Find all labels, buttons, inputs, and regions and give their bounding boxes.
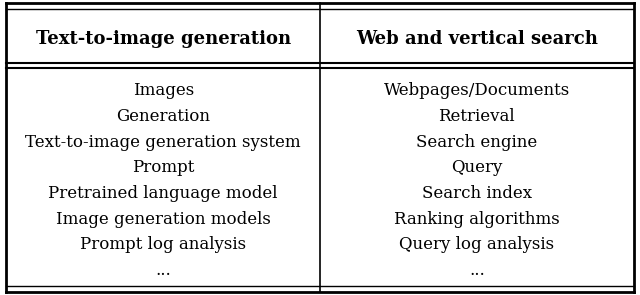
- Text: Prompt: Prompt: [132, 159, 195, 176]
- Text: Ranking algorithms: Ranking algorithms: [394, 211, 559, 228]
- Text: ...: ...: [156, 262, 171, 279]
- Text: Image generation models: Image generation models: [56, 211, 271, 228]
- Text: Query log analysis: Query log analysis: [399, 236, 554, 253]
- Text: Images: Images: [132, 83, 194, 99]
- Text: ...: ...: [469, 262, 484, 279]
- Text: Retrieval: Retrieval: [438, 108, 515, 125]
- Text: Text-to-image generation system: Text-to-image generation system: [26, 134, 301, 151]
- Text: Web and vertical search: Web and vertical search: [356, 30, 598, 48]
- Text: Query: Query: [451, 159, 502, 176]
- Text: Text-to-image generation: Text-to-image generation: [36, 30, 291, 48]
- Text: Generation: Generation: [116, 108, 210, 125]
- Text: Search index: Search index: [422, 185, 532, 202]
- Text: Pretrained language model: Pretrained language model: [49, 185, 278, 202]
- Text: Webpages/Documents: Webpages/Documents: [383, 83, 570, 99]
- Text: Prompt log analysis: Prompt log analysis: [80, 236, 246, 253]
- Text: Search engine: Search engine: [416, 134, 538, 151]
